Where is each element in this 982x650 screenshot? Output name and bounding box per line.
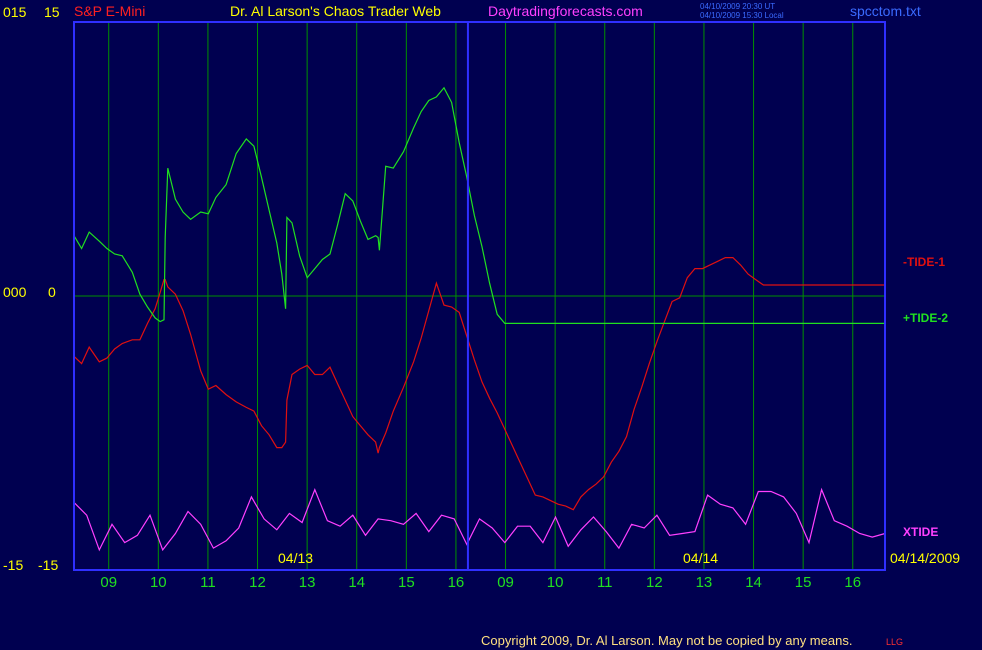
- x-tick-label: 10: [547, 574, 564, 591]
- x-tick-label: 14: [348, 574, 365, 591]
- timestamp-ut: 04/10/2009 20:30 UT: [700, 2, 776, 11]
- x-tick-label: 12: [249, 574, 266, 591]
- x-tick-label: 16: [448, 574, 465, 591]
- x-tick-labels: 09 10 11 12 13 14 15 16 09 10 11 12 13 14 15 16: [100, 574, 861, 591]
- site-label: Daytradingforecasts.com: [488, 3, 643, 19]
- series-label-tide1: -TIDE-1: [903, 255, 945, 269]
- x-tick-label: 15: [795, 574, 812, 591]
- x-tick-label: 09: [497, 574, 514, 591]
- x-tick-label: 13: [299, 574, 316, 591]
- x-tick-label: 09: [100, 574, 117, 591]
- series-line-tide1: [73, 257, 885, 511]
- x-tick-label: 15: [398, 574, 415, 591]
- series-label-tide2: +TIDE-2: [903, 311, 949, 325]
- data-file-label: spcctom.txt: [850, 3, 921, 19]
- copyright-text: Copyright 2009, Dr. Al Larson. May not b…: [481, 633, 853, 648]
- x-tick-label: 11: [597, 574, 613, 591]
- y-label-mid-a: 000: [3, 284, 27, 300]
- footer-tag: LLG: [886, 637, 904, 647]
- symbol-label: S&P E-Mini: [74, 3, 146, 19]
- date-label-end: 04/14/2009: [890, 550, 961, 566]
- plot-frame: [73, 21, 886, 571]
- date-label-day1: 04/13: [278, 550, 314, 566]
- series-label-xtide: XTIDE: [903, 525, 939, 539]
- y-label-top-a: 015: [3, 4, 27, 20]
- date-label-day2: 04/14: [683, 550, 719, 566]
- series-line-tide2: [73, 86, 885, 324]
- x-tick-label: 14: [745, 574, 762, 591]
- y-label-bot-b: -15: [38, 557, 59, 573]
- y-label-bot-a: -15: [3, 557, 24, 573]
- x-tick-label: 16: [844, 574, 861, 591]
- x-tick-label: 10: [150, 574, 167, 591]
- series-lines: [73, 86, 886, 552]
- series-line-xtide: [73, 487, 886, 552]
- timestamp-local: 04/10/2009 15:30 Local: [700, 11, 784, 20]
- y-label-mid-b: 0: [48, 284, 56, 300]
- chart-title: Dr. Al Larson's Chaos Trader Web: [230, 3, 441, 19]
- x-tick-label: 13: [696, 574, 713, 591]
- y-label-top-b: 15: [44, 4, 60, 20]
- x-tick-label: 12: [646, 574, 663, 591]
- x-tick-label: 11: [200, 574, 216, 591]
